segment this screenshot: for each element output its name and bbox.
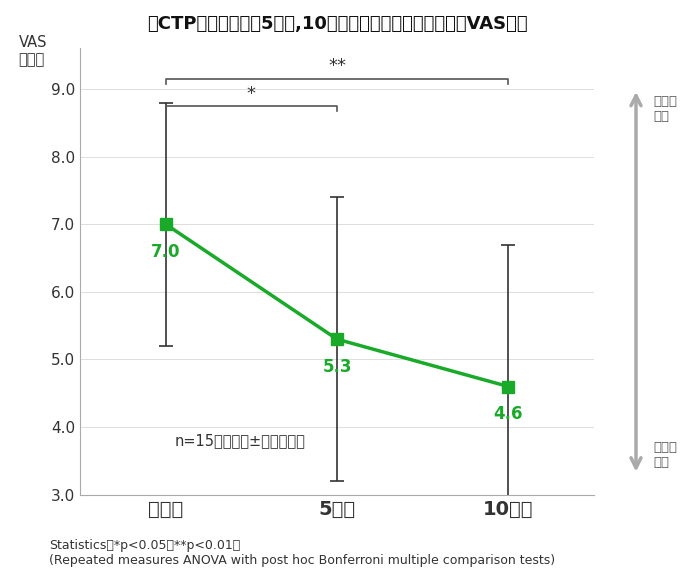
Text: Statistics：*p<0.05，**p<0.01，
(Repeated measures ANOVA with post hoc Bonferroni m: Statistics：*p<0.05，**p<0.01， (Repeated m…: [49, 539, 555, 567]
Text: 痛みが
ない: 痛みが ない: [654, 441, 678, 469]
Text: 4.6: 4.6: [494, 405, 523, 423]
Text: 痛みが
ある: 痛みが ある: [654, 95, 678, 123]
Text: *: *: [247, 85, 256, 103]
Title: 【CTPの摂取前後（5週後,10週後）の『筋肉痛』スコア（VAS）】: 【CTPの摂取前後（5週後,10週後）の『筋肉痛』スコア（VAS）】: [147, 15, 527, 33]
Text: VAS
測定値: VAS 測定値: [18, 35, 47, 67]
Text: n=15（平均値±標準偏差）: n=15（平均値±標準偏差）: [174, 433, 305, 448]
Text: **: **: [328, 57, 346, 75]
Text: 7.0: 7.0: [151, 243, 181, 261]
Text: 5.3: 5.3: [322, 358, 352, 376]
